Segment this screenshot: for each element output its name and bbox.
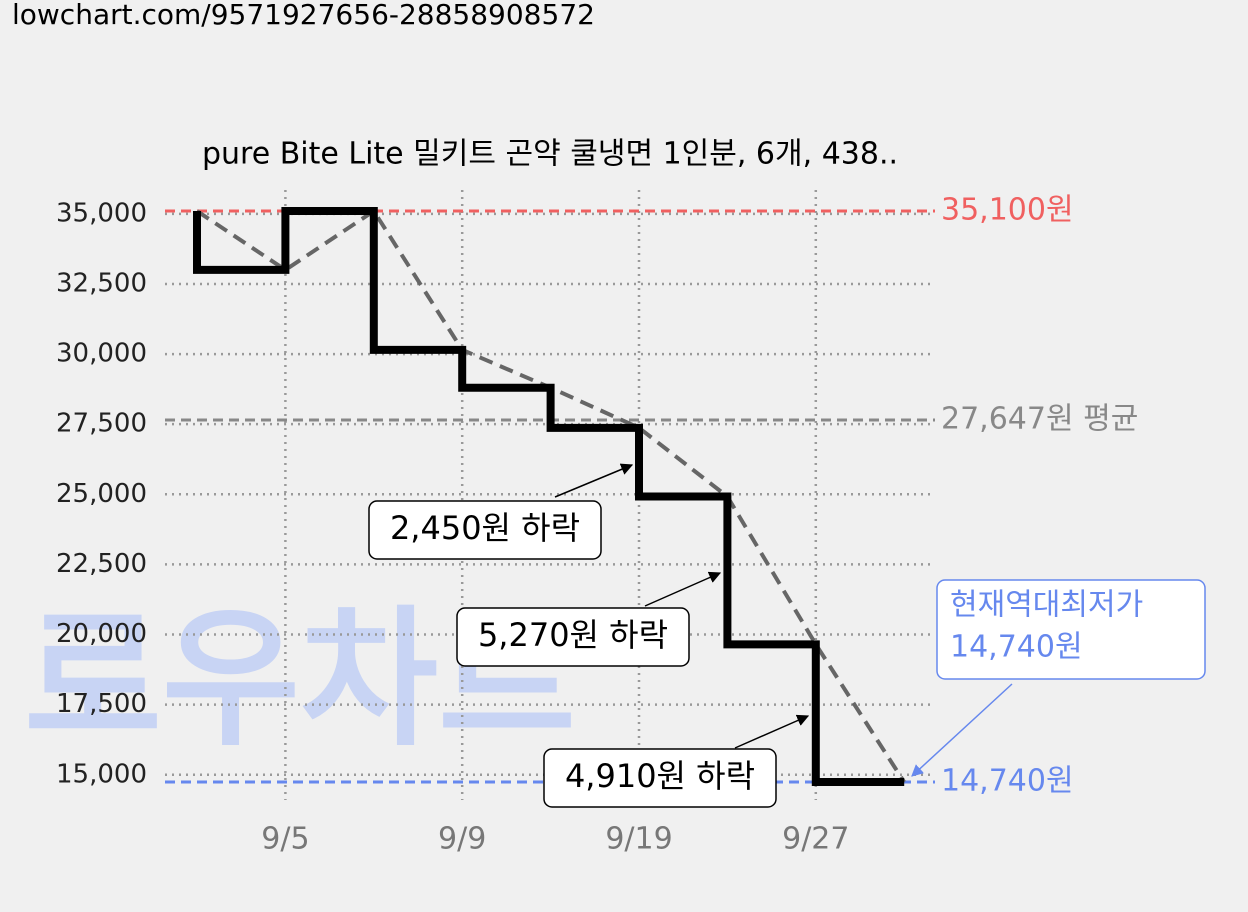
y-tick-label: 27,500 [56, 409, 147, 439]
annotation-arrow [644, 571, 722, 607]
y-tick-label: 35,000 [56, 198, 147, 228]
annotation-text: 4,910원 하락 [565, 757, 755, 795]
x-tick-label: 9/5 [261, 822, 309, 857]
callout-text: 현재역대최저가 [950, 588, 1143, 623]
reference-label: 35,100원 [941, 193, 1074, 228]
callout-arrow [911, 683, 1013, 777]
price-line [193, 207, 905, 787]
annotation-arrow [554, 463, 634, 498]
y-tick-label: 22,500 [56, 549, 147, 579]
reference-label: 14,740원 [941, 764, 1074, 799]
chart-title: pure Bite Lite 밀키트 곤약 쿨냉면 1인분, 6개, 438.. [202, 137, 898, 172]
y-tick-label: 17,500 [56, 689, 147, 719]
y-tick-label: 30,000 [56, 339, 147, 369]
x-tick-label: 9/27 [782, 822, 849, 857]
reference-label: 27,647원 평균 [941, 402, 1138, 437]
annotation-arrow [734, 714, 810, 749]
annotation-box [543, 748, 777, 808]
x-tick-label: 9/9 [438, 822, 486, 857]
y-tick-label: 32,500 [56, 268, 147, 298]
annotation-box [456, 607, 690, 667]
y-tick-label: 25,000 [56, 479, 147, 509]
annotation-text: 5,270원 하락 [478, 616, 668, 654]
annotation-text: 2,450원 하락 [390, 509, 580, 547]
x-tick-label: 9/19 [605, 822, 672, 857]
y-tick-label: 15,000 [56, 759, 147, 789]
callout-box [936, 579, 1206, 680]
callout-text: 14,740원 [950, 630, 1083, 665]
header: lowchart.com/9571927656-28858908572 [12, 0, 595, 31]
y-tick-label: 20,000 [56, 619, 147, 649]
annotation-box [368, 500, 602, 560]
